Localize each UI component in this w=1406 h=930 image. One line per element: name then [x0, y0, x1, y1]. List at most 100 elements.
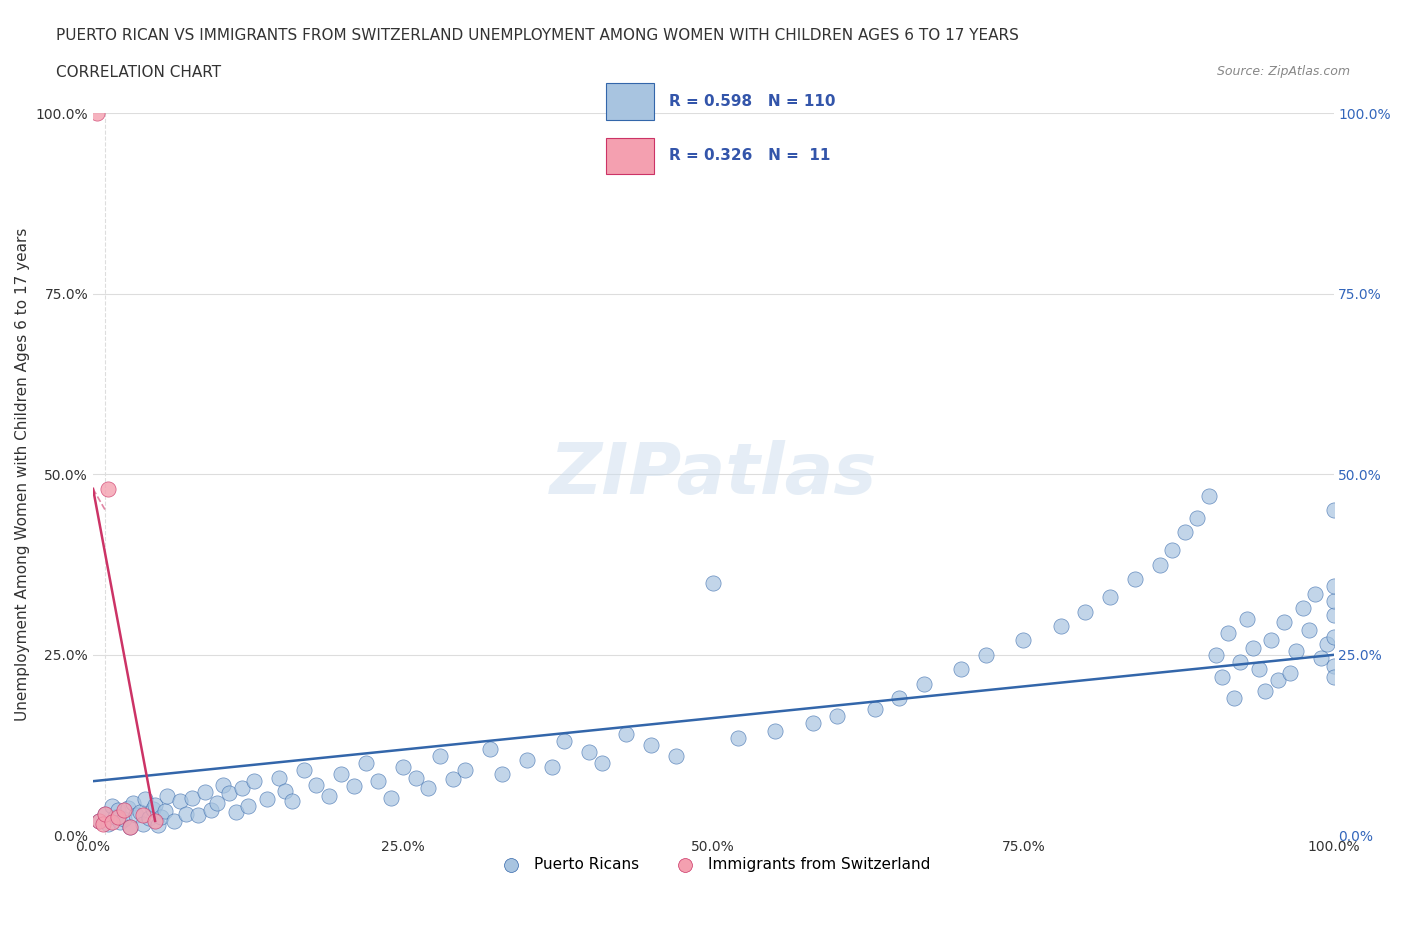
Point: [405, 770, 427, 785]
Point: [541, 759, 564, 774]
Point: [1322, 593, 1344, 608]
Point: [974, 647, 997, 662]
Point: [727, 730, 749, 745]
Point: [912, 676, 935, 691]
Point: [889, 691, 911, 706]
Point: [392, 759, 415, 774]
Point: [212, 777, 235, 792]
Point: [1229, 655, 1251, 670]
Point: [1012, 633, 1035, 648]
Point: [100, 815, 122, 830]
Point: [256, 791, 278, 806]
Point: [121, 795, 143, 810]
Point: [367, 774, 389, 789]
Point: [1322, 658, 1344, 673]
Point: [94, 806, 117, 821]
Point: [292, 763, 315, 777]
Point: [218, 786, 240, 801]
Point: [1099, 590, 1122, 604]
Point: [330, 766, 353, 781]
Point: [1316, 637, 1339, 652]
Point: [274, 783, 297, 798]
Point: [134, 791, 156, 806]
Point: [89, 814, 111, 829]
Point: [138, 811, 160, 826]
Point: [153, 804, 176, 818]
Point: [1272, 615, 1295, 630]
Point: [1322, 607, 1344, 622]
Point: [1123, 572, 1146, 587]
Point: [97, 482, 120, 497]
Point: [1322, 669, 1344, 684]
Point: [1074, 604, 1097, 619]
Point: [131, 817, 153, 831]
Point: [86, 106, 108, 121]
Point: [354, 756, 377, 771]
Point: [380, 790, 402, 805]
FancyBboxPatch shape: [606, 83, 654, 120]
Point: [318, 788, 340, 803]
Point: [187, 807, 209, 822]
Point: [1236, 611, 1258, 626]
Point: [112, 812, 135, 827]
Point: [950, 662, 973, 677]
Point: [1254, 684, 1277, 698]
Point: [146, 817, 169, 832]
Point: [578, 745, 600, 760]
Point: [94, 806, 117, 821]
FancyBboxPatch shape: [606, 138, 654, 174]
Text: Source: ZipAtlas.com: Source: ZipAtlas.com: [1216, 65, 1350, 78]
Point: [1249, 662, 1271, 677]
Point: [174, 806, 197, 821]
Point: [1198, 488, 1220, 503]
Point: [441, 772, 464, 787]
Point: [342, 778, 364, 793]
Point: [1322, 503, 1344, 518]
Point: [205, 795, 228, 810]
Point: [112, 803, 135, 817]
Point: [104, 810, 127, 825]
Point: [143, 798, 166, 813]
Point: [640, 737, 662, 752]
Point: [827, 709, 849, 724]
Point: [1260, 633, 1282, 648]
Text: CORRELATION CHART: CORRELATION CHART: [56, 65, 221, 80]
Point: [863, 701, 886, 716]
Point: [1223, 691, 1246, 706]
Point: [1279, 666, 1302, 681]
Point: [143, 814, 166, 829]
Point: [120, 819, 142, 834]
Point: [243, 774, 266, 789]
Point: [1267, 672, 1289, 687]
Point: [516, 752, 538, 767]
Point: [1211, 669, 1233, 684]
Point: [1185, 511, 1208, 525]
Point: [454, 763, 477, 777]
Point: [763, 724, 786, 738]
Point: [107, 810, 129, 825]
Point: [142, 802, 165, 817]
Point: [181, 790, 204, 805]
Point: [479, 741, 502, 756]
Point: [1216, 626, 1239, 641]
Point: [163, 814, 186, 829]
Point: [169, 793, 191, 808]
Point: [110, 815, 132, 830]
Point: [1049, 618, 1071, 633]
Point: [131, 807, 153, 822]
Point: [591, 756, 613, 771]
Point: [225, 804, 247, 819]
Point: [416, 781, 439, 796]
Point: [280, 793, 302, 808]
Point: [429, 749, 451, 764]
Point: [553, 734, 575, 749]
Text: ZIPatlas: ZIPatlas: [550, 440, 877, 509]
Point: [194, 785, 217, 800]
Point: [120, 819, 142, 834]
Point: [125, 807, 148, 822]
Point: [1310, 651, 1333, 666]
Point: [1298, 622, 1320, 637]
Text: R = 0.326   N =  11: R = 0.326 N = 11: [669, 148, 831, 164]
Point: [1149, 557, 1171, 572]
Point: [156, 788, 179, 803]
